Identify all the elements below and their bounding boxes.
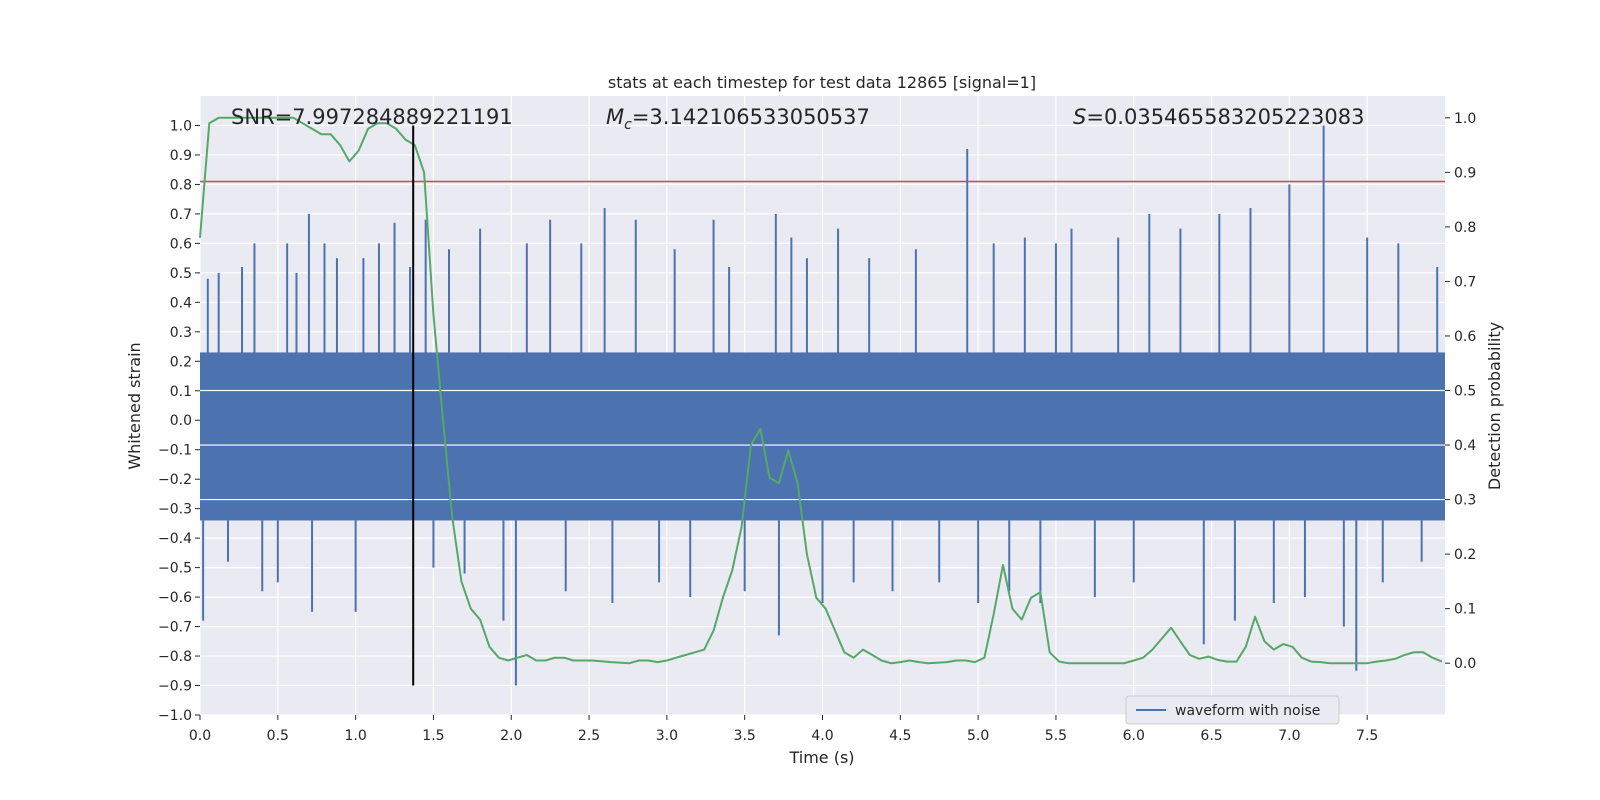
y-tick-label-13: 0.3: [170, 325, 192, 341]
right-axis: 0.0 0.1 0.2 0.3 0.4 0.5 0.6 0.7 0.8 0.9 1.0: [1445, 111, 1476, 672]
legend-label: waveform with noise: [1175, 703, 1320, 719]
x-tick-label-13: 6.5: [1200, 728, 1222, 744]
y-axis-label: Whitened strain: [125, 342, 144, 469]
y2-tick-label-9: 0.9: [1454, 165, 1476, 181]
x-tick-label-5: 2.5: [578, 728, 600, 744]
x-tick-label-1: 0.5: [267, 728, 289, 744]
y-tick-label-6: −0.4: [158, 531, 192, 547]
y-tick-label-11: 0.1: [170, 384, 192, 400]
y-tick-label-18: 0.8: [170, 177, 192, 193]
x-tick-label-10: 5.0: [967, 728, 989, 744]
y-tick-label-7: −0.3: [158, 502, 192, 518]
y2-tick-label-8: 0.8: [1454, 220, 1476, 236]
snr-annotation: SNR=7.997284889221191: [231, 105, 513, 129]
y-tick-label-15: 0.5: [170, 266, 192, 282]
y2-axis-label: Detection probability: [1485, 322, 1504, 490]
probability-line: [199, 116, 1443, 665]
waveform-series: [200, 125, 1445, 686]
chirp-mass-value: =3.142106533050537: [632, 105, 870, 129]
y-tick-label-5: −0.5: [158, 561, 192, 577]
y-tick-label-17: 0.7: [170, 207, 192, 223]
x-tick-label-14: 7.0: [1278, 728, 1300, 744]
left-axis: −1.0 −0.9 −0.8 −0.7 −0.6 −0.5 −0.4 −0.3 −0.2 −0.1…: [158, 118, 200, 724]
chirp-mass-subscript: c: [624, 117, 632, 133]
y-tick-label-9: −0.1: [158, 443, 192, 459]
y-tick-label-19: 0.9: [170, 148, 192, 164]
chart-title: stats at each timestep for test data 128…: [608, 73, 1036, 92]
y-tick-label-0: −1.0: [158, 708, 192, 724]
y-tick-label-4: −0.6: [158, 590, 192, 606]
legend-box: [1125, 695, 1340, 725]
chirp-mass-annotation: Mc=3.142106533050537: [606, 105, 870, 133]
y-tick-label-8: −0.2: [158, 472, 192, 488]
waveform-band: [200, 352, 1445, 521]
y2-tick-label-4: 0.4: [1454, 438, 1476, 454]
x-tick-label-3: 1.5: [422, 728, 444, 744]
plot-area: [199, 116, 1445, 686]
y2-tick-label-10: 1.0: [1454, 111, 1476, 127]
x-tick-label-9: 4.5: [889, 728, 911, 744]
x-tick-label-8: 4.0: [811, 728, 833, 744]
y-tick-label-14: 0.4: [170, 295, 192, 311]
y-tick-label-1: −0.9: [158, 679, 192, 695]
x-tick-label-15: 7.5: [1356, 728, 1378, 744]
chirp-mass-symbol: M: [606, 105, 624, 129]
s-annotation: S=0.035465583205223083: [1073, 105, 1364, 129]
x-tick-label-11: 5.5: [1045, 728, 1067, 744]
probability-series: [199, 116, 1443, 665]
y2-tick-label-3: 0.3: [1454, 493, 1476, 509]
y2-tick-label-5: 0.5: [1454, 384, 1476, 400]
y-tick-label-12: 0.2: [170, 354, 192, 370]
x-tick-label-7: 3.5: [734, 728, 756, 744]
y2-tick-label-1: 0.1: [1454, 602, 1476, 618]
s-symbol: S: [1073, 105, 1086, 129]
x-tick-label-6: 3.0: [656, 728, 678, 744]
y2-tick-label-6: 0.6: [1454, 329, 1476, 345]
y2-tick-label-2: 0.2: [1454, 547, 1476, 563]
x-tick-label-0: 0.0: [189, 728, 211, 744]
y2-tick-label-0: 0.0: [1454, 656, 1476, 672]
y-tick-label-16: 0.6: [170, 236, 192, 252]
legend: waveform with noise: [1125, 695, 1340, 725]
y-tick-label-20: 1.0: [170, 118, 192, 134]
y-tick-label-3: −0.7: [158, 620, 192, 636]
y-tick-label-2: −0.8: [158, 649, 192, 665]
x-tick-label-12: 6.0: [1123, 728, 1145, 744]
s-value: =0.035465583205223083: [1086, 105, 1364, 129]
x-tick-label-2: 1.0: [344, 728, 366, 744]
y-tick-label-10: 0.0: [170, 413, 192, 429]
y2-tick-label-7: 0.7: [1454, 274, 1476, 290]
x-tick-label-4: 2.0: [500, 728, 522, 744]
x-axis-label: Time (s): [788, 748, 854, 767]
